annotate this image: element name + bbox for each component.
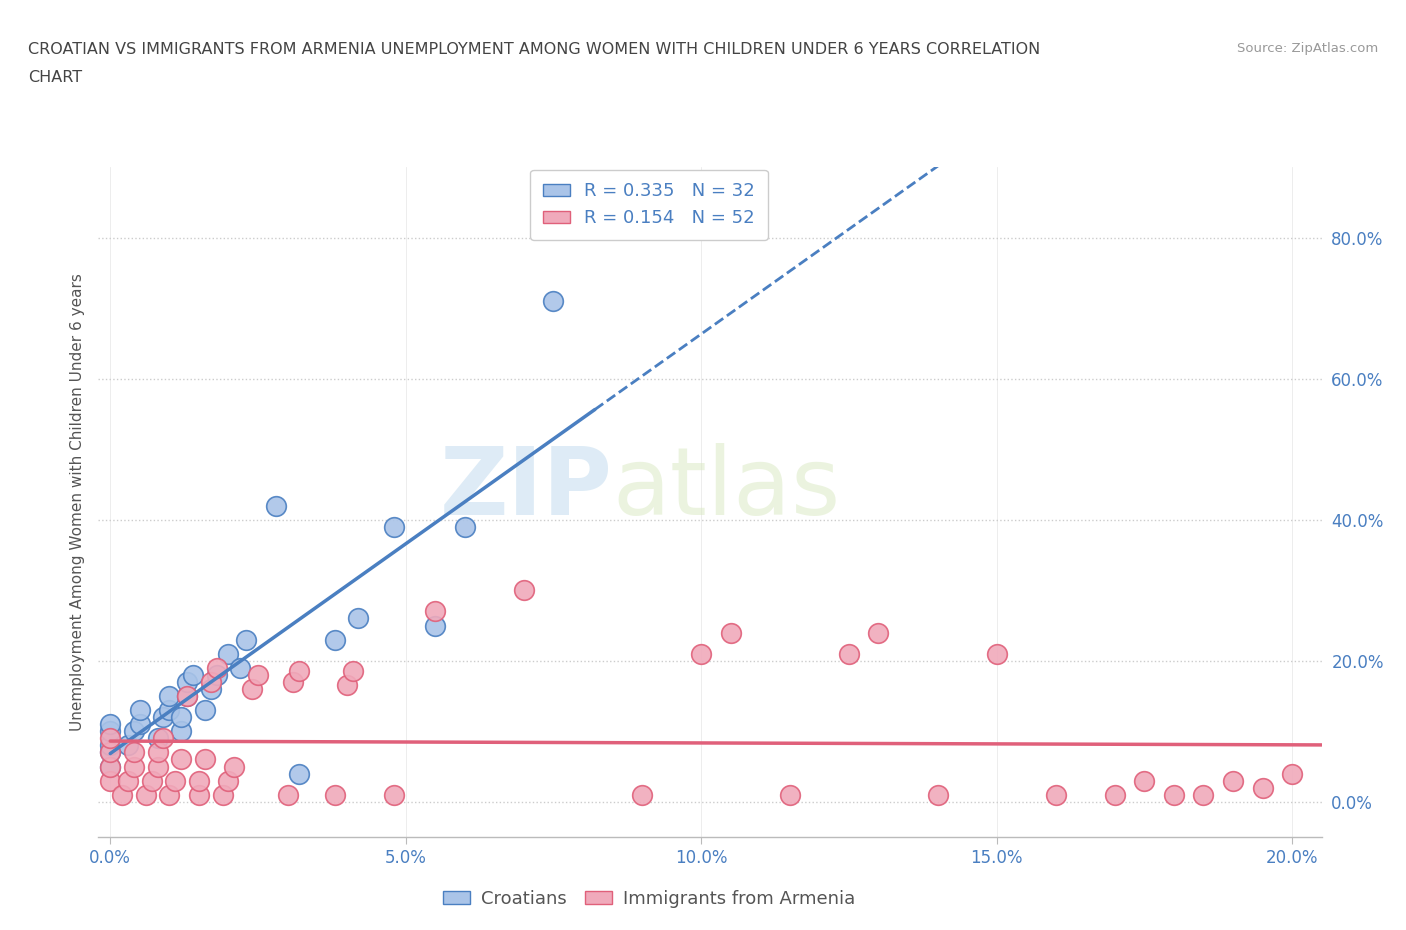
Point [152, 731, 174, 746]
Point [246, 668, 269, 683]
Point [122, 759, 145, 774]
Point [98, 759, 121, 774]
Point [986, 646, 1008, 661]
Point [111, 788, 134, 803]
Point [98, 737, 121, 752]
Text: CROATIAN VS IMMIGRANTS FROM ARMENIA UNEMPLOYMENT AMONG WOMEN WITH CHILDREN UNDER: CROATIAN VS IMMIGRANTS FROM ARMENIA UNEM… [28, 42, 1040, 57]
Point [146, 745, 169, 760]
Text: CHART: CHART [28, 70, 82, 85]
Point [927, 788, 949, 803]
Point [264, 498, 287, 513]
Point [122, 745, 145, 760]
Point [98, 717, 121, 732]
Point [229, 660, 252, 675]
Point [135, 788, 157, 803]
Point [170, 724, 193, 738]
Point [205, 668, 228, 683]
Y-axis label: Unemployment Among Women with Children Under 6 years: Unemployment Among Women with Children U… [69, 273, 84, 731]
Point [720, 625, 742, 640]
Point [1104, 788, 1126, 803]
Point [1281, 766, 1303, 781]
Point [98, 773, 121, 788]
Point [276, 788, 298, 803]
Point [205, 660, 228, 675]
Point [336, 678, 359, 693]
Point [779, 788, 801, 803]
Point [217, 773, 239, 788]
Point [1251, 780, 1274, 795]
Point [631, 788, 654, 803]
Point [1222, 773, 1244, 788]
Point [1045, 788, 1067, 803]
Point [176, 674, 198, 689]
Point [157, 703, 180, 718]
Legend: Croatians, Immigrants from Armenia: Croatians, Immigrants from Armenia [436, 883, 862, 915]
Point [690, 646, 713, 661]
Point [98, 745, 121, 760]
Point [382, 520, 405, 535]
Point [1133, 773, 1156, 788]
Point [194, 703, 217, 718]
Point [425, 618, 447, 633]
Point [170, 752, 193, 767]
Point [200, 682, 222, 697]
Point [194, 752, 217, 767]
Point [200, 674, 222, 689]
Point [288, 766, 311, 781]
Point [217, 646, 239, 661]
Point [323, 788, 346, 803]
Point [146, 759, 169, 774]
Text: Source: ZipAtlas.com: Source: ZipAtlas.com [1237, 42, 1378, 55]
Point [122, 724, 145, 738]
Point [187, 773, 209, 788]
Point [342, 664, 364, 679]
Point [157, 788, 180, 803]
Point [187, 788, 209, 803]
Point [152, 710, 174, 724]
Point [224, 759, 246, 774]
Point [1192, 788, 1215, 803]
Point [425, 604, 447, 618]
Point [141, 773, 163, 788]
Point [98, 724, 121, 738]
Point [1163, 788, 1185, 803]
Point [513, 583, 536, 598]
Point [157, 688, 180, 703]
Point [382, 788, 405, 803]
Point [868, 625, 890, 640]
Point [181, 668, 204, 683]
Point [838, 646, 860, 661]
Point [128, 717, 150, 732]
Point [170, 710, 193, 724]
Text: ZIP: ZIP [439, 443, 612, 535]
Point [543, 294, 565, 309]
Point [176, 688, 198, 703]
Point [323, 632, 346, 647]
Point [211, 788, 233, 803]
Point [98, 745, 121, 760]
Point [117, 737, 139, 752]
Point [98, 731, 121, 746]
Point [454, 520, 477, 535]
Point [128, 703, 150, 718]
Point [283, 674, 305, 689]
Point [165, 773, 187, 788]
Point [288, 664, 311, 679]
Point [347, 611, 370, 626]
Point [117, 773, 139, 788]
Point [240, 682, 263, 697]
Point [98, 759, 121, 774]
Point [176, 688, 198, 703]
Point [235, 632, 257, 647]
Point [146, 731, 169, 746]
Text: atlas: atlas [612, 443, 841, 535]
